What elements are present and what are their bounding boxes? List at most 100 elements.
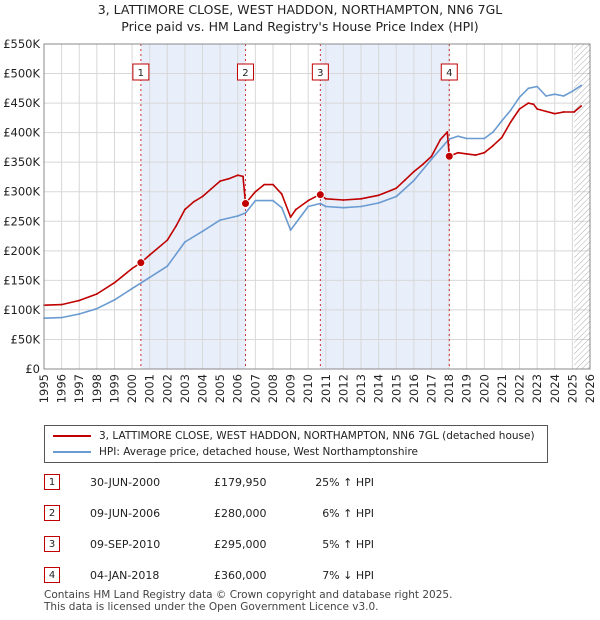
x-tick-label: 2017 — [424, 374, 438, 403]
hpi-data-point — [562, 95, 565, 97]
property-data-point — [192, 200, 195, 203]
sale-hpi-change: 5% ↑ HPI — [322, 538, 374, 551]
property-data-point — [360, 197, 362, 200]
sale-number-badge: 3 — [44, 536, 60, 552]
chart-title-line1: 3, LATTIMORE CLOSE, WEST HADDON, NORTHAM… — [97, 2, 503, 17]
property-data-point — [280, 193, 283, 195]
sale-point — [240, 199, 250, 209]
property-data-point — [501, 136, 503, 139]
x-tick-label: 2015 — [389, 374, 403, 403]
hpi-data-point — [219, 219, 222, 221]
property-data-point — [228, 177, 230, 180]
x-tick-label: 2008 — [266, 374, 280, 403]
y-tick-label: £0 — [25, 362, 40, 376]
x-tick-label: 2011 — [319, 374, 333, 403]
hpi-data-point — [509, 109, 512, 112]
property-data-point — [201, 195, 204, 198]
x-tick-label: 2012 — [336, 374, 350, 403]
hpi-data-point — [254, 199, 257, 202]
property-data-point — [527, 102, 530, 104]
y-tick-label: £500K — [3, 67, 40, 81]
sale-number-box — [132, 63, 150, 81]
x-tick-label: 2001 — [143, 374, 157, 403]
x-tick-label: 2026 — [583, 374, 597, 403]
x-tick-label: 2009 — [284, 374, 298, 403]
legend-label-property: 3, LATTIMORE CLOSE, WEST HADDON, NORTHAM… — [99, 430, 535, 442]
hpi-data-point — [201, 230, 204, 233]
chart-title-line2: Price paid vs. HM Land Registry's House … — [121, 19, 479, 34]
footer-line-copyright: Contains HM Land Registry data © Crown c… — [44, 589, 453, 601]
property-data-point — [439, 138, 442, 141]
y-tick-label: £300K — [3, 185, 40, 199]
x-tick-label: 2006 — [231, 374, 245, 403]
legend-item-property: 3, LATTIMORE CLOSE, WEST HADDON, NORTHAM… — [53, 428, 535, 444]
property-data-point — [474, 154, 477, 156]
hpi-data-point — [492, 131, 495, 133]
property-data-point — [430, 155, 433, 158]
x-tick-label: 2023 — [530, 374, 544, 403]
sale-hpi-change: 6% ↑ HPI — [322, 507, 374, 520]
sale-number-label: 3 — [317, 68, 323, 79]
property-data-point — [219, 180, 222, 182]
y-tick-label: £350K — [3, 155, 40, 169]
hpi-data-point — [553, 93, 556, 96]
hpi-data-point — [60, 316, 63, 319]
hpi-data-point — [430, 158, 433, 161]
property-data-point — [545, 110, 547, 113]
hpi-data-point — [465, 137, 468, 140]
property-data-point — [518, 108, 521, 110]
property-data-point — [60, 303, 63, 306]
sale-price: £280,000 — [214, 507, 267, 520]
property-data-point — [95, 293, 98, 295]
sale-number-badge: 2 — [44, 505, 60, 521]
y-tick-label: £50K — [11, 332, 41, 346]
sale-row: 3 09-SEP-2010 £295,000 5% ↑ HPI — [44, 536, 564, 554]
sale-row: 4 04-JAN-2018 £360,000 7% ↓ HPI — [44, 567, 564, 585]
ownership-period-shade — [140, 44, 246, 369]
hpi-data-point — [166, 265, 169, 268]
property-data-point — [483, 151, 486, 154]
x-tick-label: 1995 — [37, 374, 51, 403]
sale-hpi-change: 7% ↓ HPI — [322, 569, 374, 582]
property-data-point — [377, 194, 380, 197]
attribution-footer: Contains HM Land Registry data © Crown c… — [44, 589, 452, 613]
sale-number-badge: 1 — [44, 474, 60, 490]
sale-date: 30-JUN-2000 — [90, 476, 161, 489]
sale-hpi-change: 25% ↑ HPI — [315, 476, 374, 489]
property-data-point — [562, 111, 565, 113]
legend-line-property — [53, 435, 91, 437]
sale-point — [315, 190, 325, 200]
x-tick-label: 1998 — [90, 374, 104, 403]
x-tick-label: 1997 — [72, 374, 86, 403]
property-data-point — [342, 199, 345, 201]
x-tick-label: 2016 — [407, 374, 421, 403]
property-data-point — [272, 183, 274, 186]
x-tick-label: 2019 — [460, 374, 474, 403]
forecast-hatch-region — [574, 44, 590, 369]
property-data-point — [465, 153, 468, 155]
hpi-data-point — [412, 179, 415, 182]
sale-date: 04-JAN-2018 — [90, 569, 160, 582]
hpi-data-point — [360, 205, 362, 208]
y-tick-label: £550K — [3, 37, 40, 51]
hpi-data-point — [342, 206, 345, 209]
sale-price: £179,950 — [214, 476, 267, 489]
x-tick-label: 2003 — [178, 374, 192, 403]
hpi-line — [43, 84, 582, 319]
hpi-data-point — [377, 202, 380, 204]
x-tick-label: 1996 — [55, 374, 69, 403]
hpi-data-point — [184, 241, 186, 243]
hpi-data-point — [518, 96, 521, 99]
property-data-point — [395, 187, 398, 190]
sale-price: £360,000 — [214, 569, 267, 582]
hpi-data-point — [236, 215, 239, 217]
x-tick-label: 2022 — [513, 374, 527, 403]
hpi-data-point — [113, 298, 116, 301]
y-tick-label: £200K — [3, 244, 40, 258]
property-data-point — [580, 105, 583, 107]
x-tick-label: 2000 — [125, 374, 139, 403]
hpi-data-point — [483, 137, 486, 140]
hpi-data-point — [536, 85, 539, 88]
sale-price: £295,000 — [214, 538, 267, 551]
property-data-point — [536, 108, 539, 110]
